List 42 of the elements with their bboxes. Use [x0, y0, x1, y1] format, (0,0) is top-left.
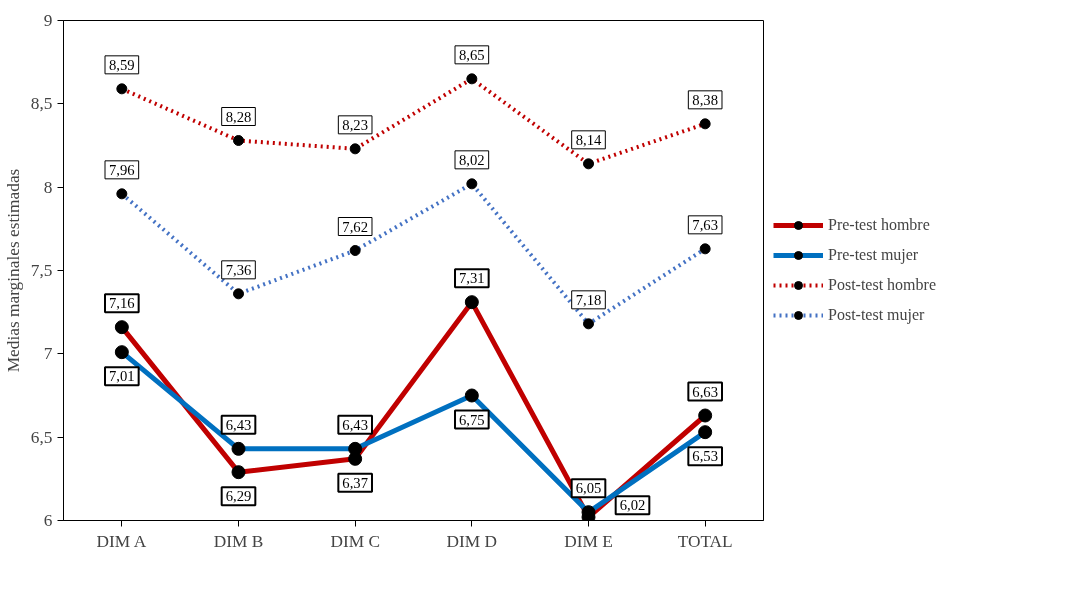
data-label: 7,63	[692, 216, 718, 233]
y-tick-label: 7,5	[30, 261, 53, 280]
y-axis-title: Medias marginales estimadas	[3, 168, 23, 373]
data-label: 8,38	[692, 91, 718, 108]
x-tick-label: DIM A	[96, 531, 147, 551]
data-label: 8,65	[459, 46, 485, 63]
y-tick-label: 9	[43, 11, 53, 30]
y-tick-label: 6,5	[30, 427, 53, 447]
data-label: 6,02	[619, 497, 646, 514]
legend-label: Pre-test mujer	[828, 246, 919, 264]
data-label: 7,16	[109, 295, 135, 312]
data-label: 7,31	[459, 270, 485, 287]
data-label: 6,43	[225, 416, 252, 433]
data-label: 7,18	[575, 291, 602, 308]
data-label: 6,75	[459, 411, 485, 428]
data-label: 6,63	[692, 383, 718, 400]
y-tick-label: 6	[43, 511, 53, 530]
y-tick-label: 7	[43, 344, 53, 364]
legend-label: Pre-test hombre	[828, 216, 930, 234]
data-label: 8,28	[225, 108, 252, 125]
x-tick-label: DIM C	[330, 531, 380, 551]
y-tick-label: 8,5	[30, 94, 53, 114]
legend-label: Post-test mujer	[828, 306, 925, 324]
data-label: 6,29	[225, 488, 252, 505]
x-tick-label: DIM D	[446, 531, 498, 551]
y-tick-label: 8	[43, 177, 53, 197]
x-tick-label: TOTAL	[677, 531, 733, 551]
data-label: 7,36	[225, 261, 252, 278]
data-label: 6,05	[575, 480, 602, 497]
data-label: 7,62	[342, 218, 368, 235]
data-label: 6,53	[692, 448, 718, 465]
data-label: 7,01	[109, 368, 135, 385]
x-tick-label: DIM E	[564, 531, 613, 551]
data-label: 6,43	[342, 416, 368, 433]
data-label: 8,23	[342, 116, 368, 133]
data-label: 8,59	[109, 56, 135, 73]
data-label: 8,02	[459, 151, 485, 168]
data-label: 8,14	[575, 131, 602, 148]
data-label: 6,37	[342, 474, 368, 491]
x-tick-label: DIM B	[213, 531, 264, 551]
legend-label: Post-test hombre	[828, 276, 936, 294]
data-label: 7,96	[109, 161, 135, 178]
